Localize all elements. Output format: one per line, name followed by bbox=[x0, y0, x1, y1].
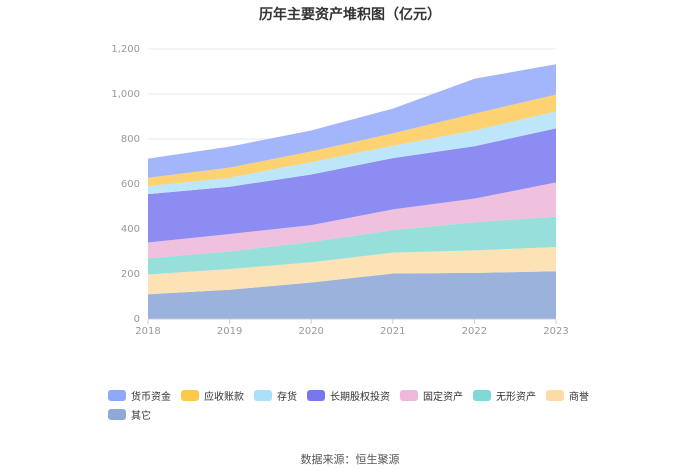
legend-label: 商誉 bbox=[569, 392, 589, 403]
x-tick-label: 2023 bbox=[543, 326, 568, 337]
y-tick-label: 1,200 bbox=[111, 44, 140, 55]
x-tick-label: 2019 bbox=[217, 326, 242, 337]
area-series-货币资金 bbox=[148, 64, 556, 178]
y-tick-label: 200 bbox=[121, 269, 140, 280]
x-tick-label: 2021 bbox=[380, 326, 405, 337]
series-areas bbox=[148, 64, 556, 319]
legend-swatch bbox=[546, 390, 564, 401]
x-axis: 2018 2019 2020 2021 2022 2023 bbox=[135, 318, 569, 337]
legend-label: 无形资产 bbox=[496, 392, 536, 403]
legend-item[interactable]: 存货 bbox=[254, 389, 297, 403]
legend-item[interactable]: 无形资产 bbox=[473, 389, 536, 403]
area-series-应收账款 bbox=[148, 94, 556, 187]
y-tick-label: 800 bbox=[121, 134, 140, 145]
legend-label: 应收账款 bbox=[204, 392, 244, 403]
legend-item[interactable]: 货币资金 bbox=[108, 389, 171, 403]
y-tick-label: 1,000 bbox=[111, 89, 140, 100]
y-tick-label: 400 bbox=[121, 224, 140, 235]
legend-swatch bbox=[181, 390, 199, 401]
legend-item[interactable]: 长期股权投资 bbox=[307, 389, 390, 403]
legend-swatch bbox=[108, 409, 126, 420]
legend-swatch bbox=[108, 390, 126, 401]
area-series-无形资产 bbox=[148, 216, 556, 275]
y-tick-label: 600 bbox=[121, 179, 140, 190]
chart-title: 历年主要资产堆积图（亿元） bbox=[259, 7, 441, 23]
legend-item[interactable]: 固定资产 bbox=[400, 389, 463, 403]
legend-item[interactable]: 商誉 bbox=[546, 389, 589, 403]
legend-swatch bbox=[254, 390, 272, 401]
legend-label: 固定资产 bbox=[423, 392, 463, 403]
legend: 货币资金 应收账款 存货 长期股权投资 固定资产 无形资产 商誉其它 bbox=[108, 389, 608, 422]
area-series-长期股权投资 bbox=[148, 128, 556, 243]
legend-swatch bbox=[400, 390, 418, 401]
legend-swatch bbox=[473, 390, 491, 401]
area-series-其它 bbox=[148, 271, 556, 319]
legend-label: 存货 bbox=[277, 392, 297, 403]
x-tick-label: 2022 bbox=[462, 326, 487, 337]
legend-label: 其它 bbox=[131, 411, 151, 422]
area-series-商誉 bbox=[148, 247, 556, 295]
legend-item[interactable]: 应收账款 bbox=[181, 389, 244, 403]
y-axis-ticks: 0 200 400 600 800 1,000 1,200 bbox=[111, 44, 140, 325]
y-tick-label: 0 bbox=[134, 314, 140, 325]
data-source: 数据来源：恒生聚源 bbox=[300, 453, 400, 466]
legend-swatch bbox=[307, 390, 325, 401]
x-tick-label: 2020 bbox=[298, 326, 323, 337]
legend-label: 货币资金 bbox=[131, 392, 171, 403]
area-series-存货 bbox=[148, 111, 556, 195]
x-tick-label: 2018 bbox=[135, 326, 160, 337]
legend-item[interactable]: 其它 bbox=[108, 408, 151, 422]
legend-label: 长期股权投资 bbox=[330, 392, 390, 403]
area-series-固定资产 bbox=[148, 182, 556, 259]
